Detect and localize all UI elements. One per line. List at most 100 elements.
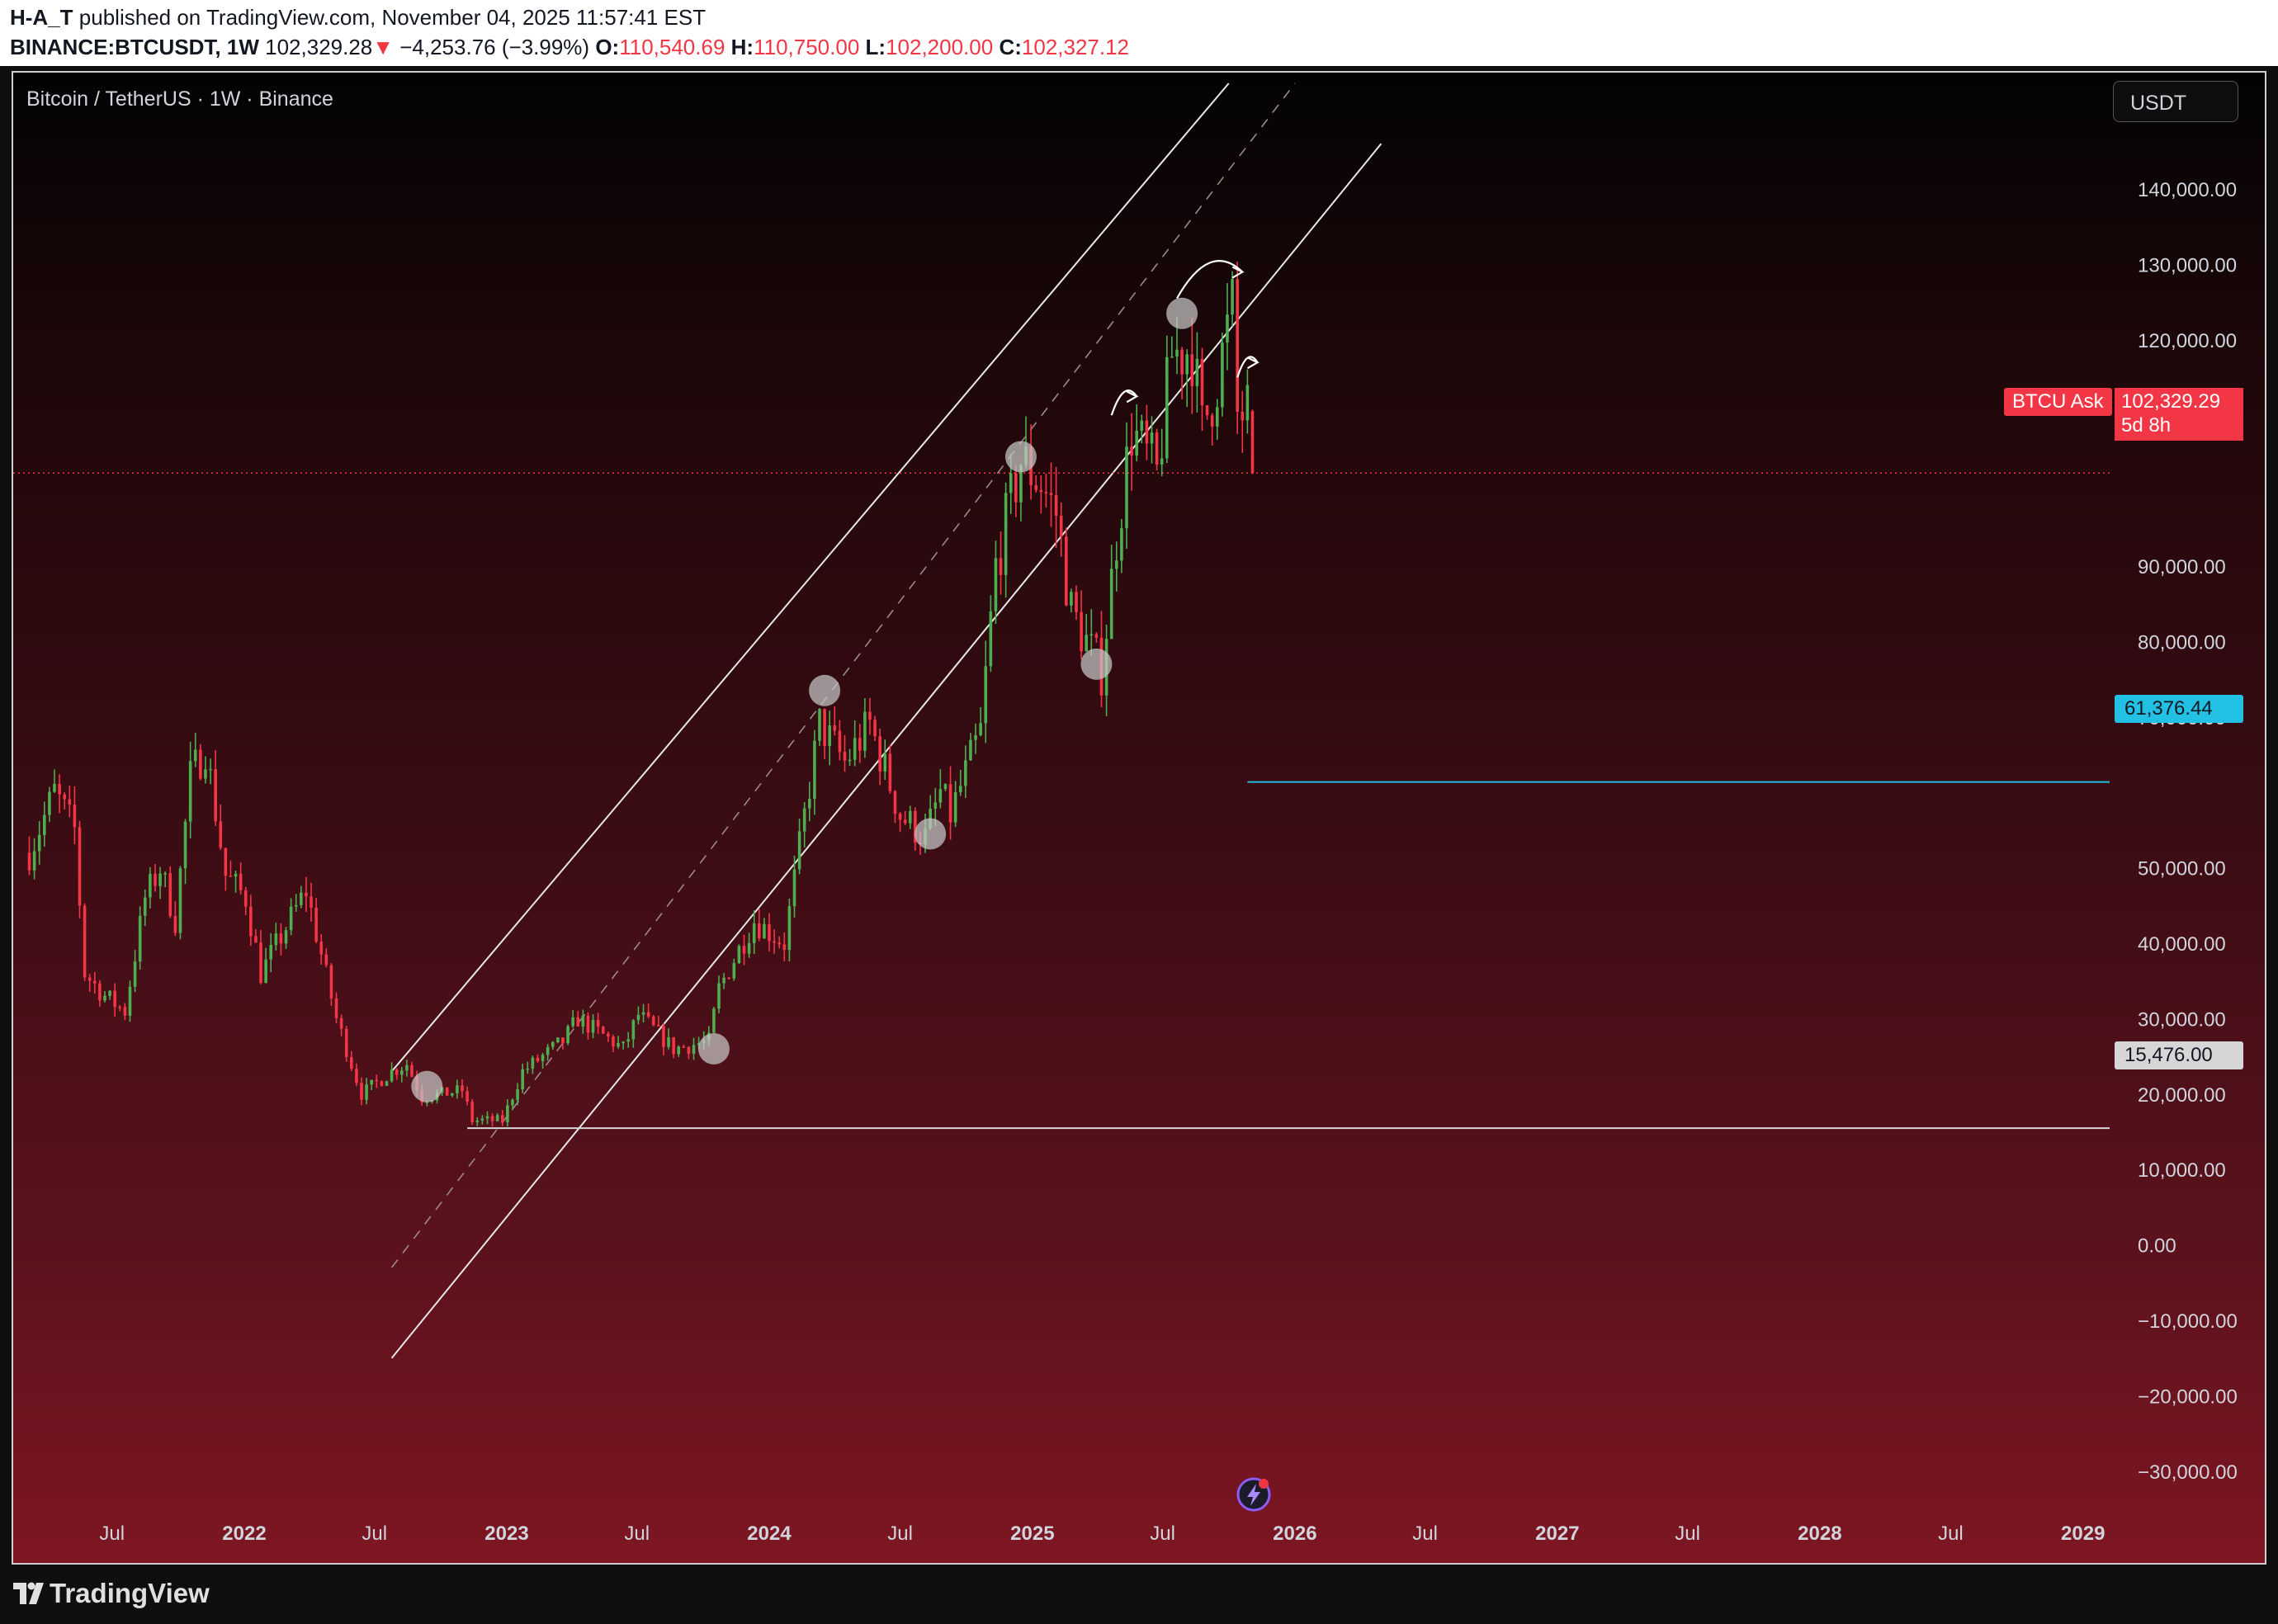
candle-body [717,983,721,1009]
ask-price-tag: BTCU Ask [2004,388,2112,416]
candle-body [576,1017,580,1027]
candle-body [380,1081,384,1086]
candle-body [350,1057,353,1069]
candle-body [667,1036,670,1047]
time-tick-label: 2026 [1273,1522,1316,1545]
candle-body [868,711,872,720]
candle-body [334,998,338,1018]
candle-body [385,1081,389,1086]
candle-body [1210,415,1214,427]
candle-body [732,963,736,979]
candle-body [546,1046,550,1055]
candle-body [581,1015,585,1027]
touch-point-marker [809,674,841,706]
published-text: published on TradingView.com, November 0… [78,5,707,30]
candle-body [78,827,82,906]
flash-icon[interactable] [1235,1475,1273,1513]
candle-body [1215,407,1219,427]
candle-body [83,905,87,978]
candle-body [1241,411,1245,421]
candle-body [531,1057,535,1069]
candle-body [621,1041,625,1044]
candle-body [873,720,877,737]
touch-point-marker [1080,648,1113,680]
candle-body [279,933,283,944]
candle-body [782,944,787,951]
candle-body [68,799,72,805]
candle-body [1231,279,1234,315]
candle-body [1019,465,1023,503]
price-tick-label: −10,000.00 [2138,1310,2238,1333]
touch-point-marker [1166,297,1198,329]
currency-button[interactable]: USDT [2113,81,2238,122]
candle-body [813,740,816,799]
candle-body [566,1026,570,1044]
candle-body [712,1008,716,1033]
candle-body [943,784,948,790]
candle-body [883,753,887,772]
candle-body [400,1070,404,1075]
footer-brand[interactable]: TradingView [50,1578,210,1608]
time-tick-label: Jul [1938,1522,1964,1545]
candle-body [450,1093,454,1096]
candle-body [178,868,182,933]
candle-body [370,1079,374,1085]
candle-body [843,752,847,761]
candle-body [1175,349,1179,357]
candle-body [752,923,756,943]
candle-body [183,821,187,869]
price-tick-label: 10,000.00 [2138,1159,2226,1182]
candle-body [777,942,781,945]
candle-body [551,1041,555,1047]
last-value: 102,329.28 [265,35,373,59]
candle-body [1200,358,1204,406]
author-name[interactable]: H-A_T [10,5,73,30]
candle-body [1049,493,1053,495]
candle-body [456,1085,459,1093]
candle-body [953,792,957,823]
candle-body [274,933,278,946]
candle-body [229,876,233,877]
candle-body [42,814,46,835]
candle-body [1070,592,1073,606]
price-tick-label: −30,000.00 [2138,1461,2238,1484]
price-tick-label: 90,000.00 [2138,556,2226,578]
candle-body [561,1037,565,1044]
candle-body [536,1057,540,1061]
candle-body [1150,432,1154,444]
candle-body [617,1043,620,1047]
candle-body [979,723,982,736]
candle-body [888,753,892,791]
candle-body [1120,528,1123,561]
candle-body [485,1116,489,1119]
price-chart[interactable]: 140,000.00130,000.00120,000.00110,000.00… [13,73,2265,1563]
candle-body [818,709,821,741]
candle-body [329,965,333,998]
candle-body [687,1046,691,1054]
candle-body [591,1019,595,1033]
tradingview-logo-icon[interactable] [12,1578,45,1609]
chart-area[interactable]: 140,000.00130,000.00120,000.00110,000.00… [12,71,2266,1565]
candle-body [1135,431,1138,456]
candle-body [319,942,324,955]
candle-body [571,1017,574,1027]
candle-body [209,768,212,771]
candle-body [360,1083,363,1100]
candle-body [1236,279,1239,412]
candle-body [1190,354,1194,386]
candle-body [48,791,51,815]
candle-body [742,946,746,954]
candle-body [234,873,238,877]
time-tick-label: 2022 [222,1522,266,1545]
symbol-label: BINANCE:BTCUSDT, 1W [10,35,259,59]
candle-body [646,1012,650,1017]
price-tick-label: 20,000.00 [2138,1084,2226,1107]
candle-body [243,890,248,907]
candle-body [324,954,328,965]
candle-body [682,1046,686,1048]
candle-body [984,666,988,724]
candle-body [863,711,867,751]
candle-body [1115,560,1118,569]
candle-body [294,904,298,907]
candle-body [858,738,862,751]
